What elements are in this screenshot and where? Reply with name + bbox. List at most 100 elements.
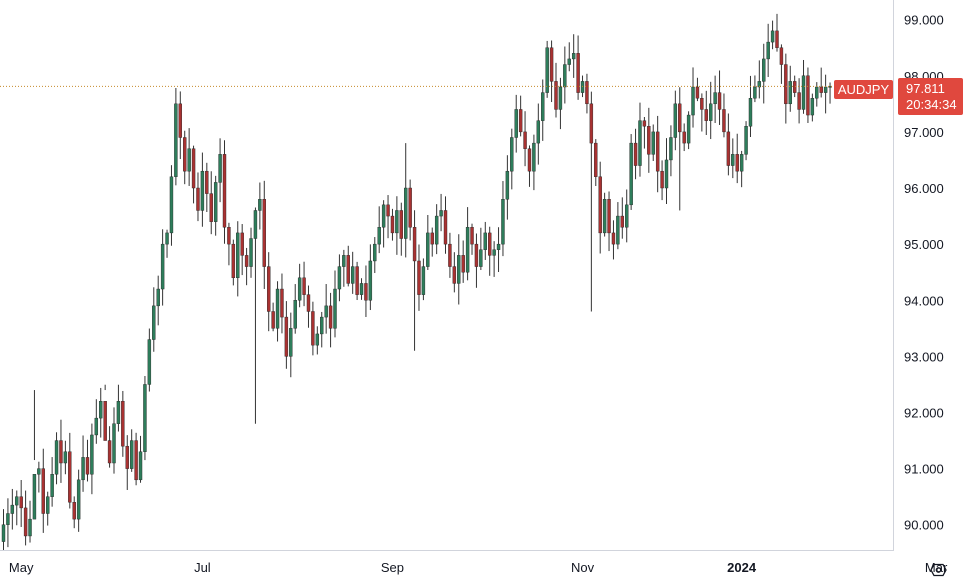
candle-body xyxy=(129,440,134,469)
candle-body xyxy=(399,210,403,239)
candle-body xyxy=(421,266,426,295)
candle-body xyxy=(514,109,518,138)
candle-body xyxy=(213,182,218,222)
candle-body xyxy=(134,440,138,481)
symbol-tag-bg xyxy=(834,80,893,99)
candle-body xyxy=(611,232,616,245)
candle-body xyxy=(576,53,580,93)
candle-body xyxy=(19,496,23,509)
candle-body xyxy=(762,58,766,82)
candle-body xyxy=(594,142,598,177)
price-tick-label: 96.000 xyxy=(904,181,944,196)
candle-body xyxy=(320,316,324,335)
candle-body xyxy=(479,249,483,267)
candle-body xyxy=(174,103,178,177)
candle-body xyxy=(580,81,585,93)
candle-body xyxy=(6,513,10,525)
candle-body xyxy=(28,518,32,537)
time-tick-label: 2024 xyxy=(727,560,757,575)
candle-body xyxy=(306,294,311,312)
candle-body xyxy=(532,142,536,172)
candle-body xyxy=(541,92,545,121)
price-tick-label: 90.000 xyxy=(904,518,944,533)
candle-body xyxy=(616,215,620,245)
candle-body xyxy=(99,401,103,419)
candle-body xyxy=(328,305,333,329)
candle-body xyxy=(461,255,465,273)
candle-body xyxy=(784,64,788,105)
candle-body xyxy=(249,238,253,267)
candle-body xyxy=(156,288,160,307)
last-price-tag[interactable]: 97.811 20:34:34 xyxy=(898,78,963,115)
candle-body xyxy=(342,255,346,267)
candle-body xyxy=(284,316,289,357)
candle-body xyxy=(722,109,726,133)
candle-body xyxy=(390,215,395,234)
candle-body xyxy=(236,232,240,279)
candle-body xyxy=(1,524,6,542)
candle-body xyxy=(297,277,302,301)
candle-body xyxy=(90,434,94,475)
candle-body xyxy=(713,92,717,105)
candle-body xyxy=(642,120,647,127)
candle-body xyxy=(152,305,156,340)
candle-body xyxy=(412,227,417,262)
candle-body xyxy=(598,176,602,234)
candle-body xyxy=(647,126,651,155)
candle-body xyxy=(253,210,258,239)
candle-body xyxy=(267,266,271,312)
candle-body xyxy=(417,260,421,295)
candle-body xyxy=(165,232,169,245)
candle-body xyxy=(739,154,744,172)
candle-body xyxy=(770,30,775,43)
candle-body xyxy=(536,120,541,144)
candle-body xyxy=(271,311,275,329)
candle-body xyxy=(488,232,492,256)
candle-body xyxy=(72,502,76,520)
candle-body xyxy=(169,176,174,234)
candle-body xyxy=(333,288,337,329)
candle-body xyxy=(496,243,501,250)
candle-body xyxy=(823,86,828,93)
candle-body xyxy=(549,47,554,82)
candle-body xyxy=(262,199,266,267)
candle-body xyxy=(801,75,806,110)
candle-body xyxy=(275,288,280,329)
candle-body xyxy=(607,199,611,234)
candle-body xyxy=(788,81,792,105)
candle-body xyxy=(483,232,487,250)
candle-body xyxy=(819,86,823,93)
candle-body xyxy=(726,131,731,166)
candle-body xyxy=(107,440,112,464)
candle-body xyxy=(523,131,527,149)
candle-body xyxy=(103,401,107,441)
candle-body xyxy=(386,204,390,217)
candle-body xyxy=(37,468,41,475)
candle-body xyxy=(633,142,638,166)
candle-body xyxy=(227,227,231,245)
candle-body xyxy=(518,109,523,133)
time-tick-label: May xyxy=(9,560,34,575)
candle-body xyxy=(691,86,695,116)
candle-body xyxy=(143,384,147,452)
candle-body xyxy=(258,199,262,211)
candle-body xyxy=(337,266,342,290)
time-tick-label: Mar xyxy=(925,560,948,575)
candle-body xyxy=(355,266,359,295)
candle-body xyxy=(408,187,412,228)
candle-body xyxy=(205,170,209,194)
candle-body xyxy=(492,249,496,256)
price-tick-label: 92.000 xyxy=(904,406,944,421)
candle-body xyxy=(638,120,642,166)
price-tick-label: 97.000 xyxy=(904,125,944,140)
candle-body xyxy=(797,92,801,110)
candle-body xyxy=(704,109,708,121)
candle-body xyxy=(757,81,762,88)
last-price-tag-bg xyxy=(898,78,963,115)
symbol-tag[interactable]: AUDJPY xyxy=(834,80,893,99)
candle-body xyxy=(112,423,116,464)
candle-body xyxy=(448,243,452,267)
settings-icon[interactable] xyxy=(930,563,947,577)
price-tick-label: 91.000 xyxy=(904,462,944,477)
